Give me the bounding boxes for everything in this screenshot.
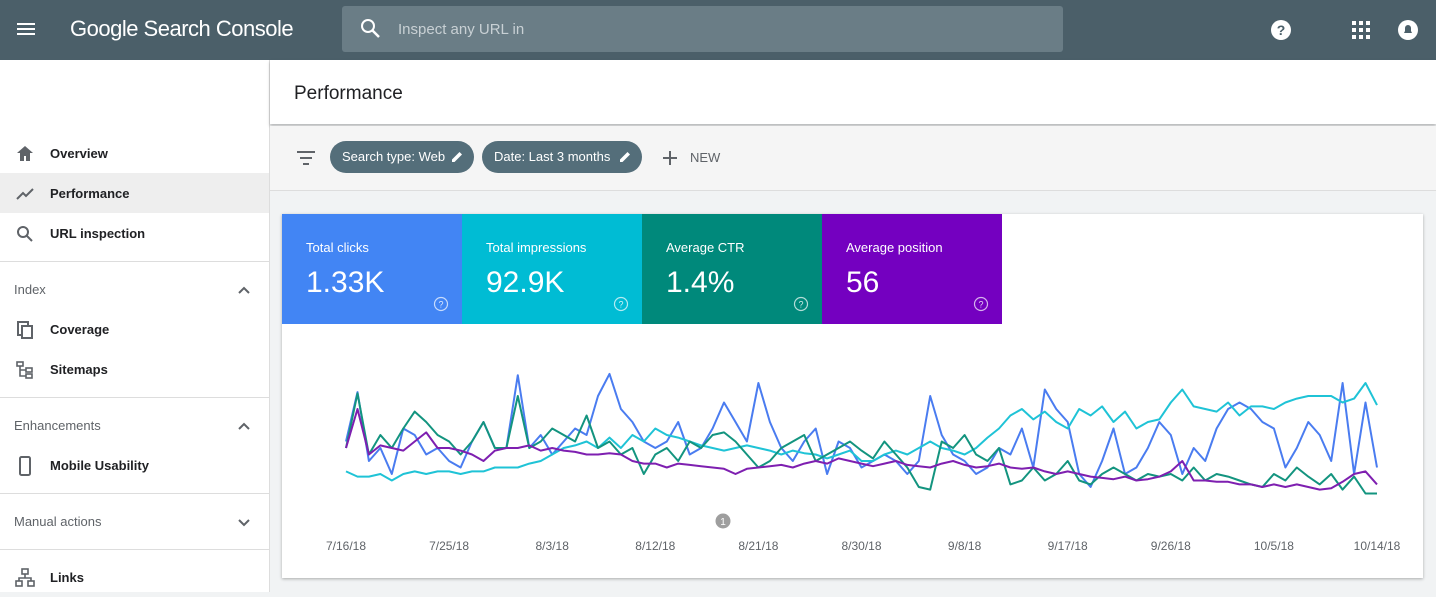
section-title[interactable]: Index	[14, 282, 46, 297]
search-placeholder: Inspect any URL in	[398, 21, 525, 38]
divider	[0, 493, 269, 494]
svg-text:?: ?	[978, 300, 983, 310]
nav-item[interactable]: Links	[0, 557, 269, 597]
nav-label: Performance	[50, 186, 130, 201]
filter-icon[interactable]	[296, 150, 318, 166]
divider	[0, 397, 269, 398]
metric-value: 92.9K	[486, 266, 565, 299]
section-title[interactable]: Manual actions	[14, 514, 102, 529]
divider	[0, 549, 269, 550]
metric-value: 1.33K	[306, 266, 385, 299]
chip-label: Date: Last 3 months	[494, 149, 611, 164]
help-icon[interactable]: ?	[793, 296, 809, 312]
svg-text:?: ?	[618, 300, 623, 310]
metric-label: Average CTR	[666, 240, 745, 255]
apps-icon[interactable]	[1351, 20, 1371, 40]
svg-text:?: ?	[438, 300, 443, 310]
nav-item[interactable]: Coverage	[0, 309, 269, 349]
svg-text:?: ?	[1277, 22, 1286, 38]
new-label: NEW	[690, 150, 721, 165]
nav-item[interactable]: Overview	[0, 133, 269, 173]
nav-label: Sitemaps	[50, 362, 108, 377]
nav-item[interactable]: Sitemaps	[0, 349, 269, 389]
help-icon[interactable]: ?	[613, 296, 629, 312]
menu-icon[interactable]	[15, 18, 39, 42]
page-header: Performance	[270, 60, 1436, 124]
metric-value: 1.4%	[666, 266, 735, 299]
svg-text:?: ?	[798, 300, 803, 310]
product-name[interactable]: Google Search Console	[70, 16, 294, 41]
nav-label: Overview	[50, 146, 108, 161]
sidebar: Overview Performance URL inspection Inde…	[0, 60, 270, 592]
new-filter-button[interactable]: NEW	[660, 142, 730, 174]
nav-label: Links	[50, 570, 84, 585]
filter-chip[interactable]: Search type: Web	[330, 141, 474, 173]
metric-label: Total clicks	[306, 240, 369, 255]
collapse-icon[interactable]	[237, 421, 251, 431]
help-icon[interactable]: ?	[433, 296, 449, 312]
page-title: Performance	[294, 83, 403, 104]
section-title[interactable]: Enhancements	[14, 418, 101, 433]
collapse-icon[interactable]	[237, 285, 251, 295]
nav-item[interactable]: URL inspection	[0, 213, 269, 253]
search-box[interactable]: Inspect any URL in	[342, 6, 1063, 52]
expand-icon[interactable]	[237, 517, 251, 527]
metric-tile[interactable]: Average CTR 1.4%?	[642, 214, 822, 324]
notifications-icon[interactable]	[1396, 18, 1420, 42]
chip-label: Search type: Web	[342, 149, 446, 164]
help-icon[interactable]: ?	[973, 296, 989, 312]
performance-card: Total clicks 1.33K? Total impressions 92.9K…	[282, 214, 1423, 578]
metric-value: 56	[846, 266, 880, 299]
filter-bar: Search type: Web Date: Last 3 months NEW	[270, 126, 1436, 191]
divider	[0, 261, 269, 262]
help-icon[interactable]: ?	[1269, 18, 1293, 42]
metric-tile[interactable]: Total clicks 1.33K?	[282, 214, 462, 324]
filter-chip[interactable]: Date: Last 3 months	[482, 141, 642, 173]
app-bar: Google Search Console Inspect any URL in…	[0, 0, 1436, 60]
nav-item[interactable]: Mobile Usability	[0, 445, 269, 485]
metric-tile[interactable]: Total impressions 92.9K?	[462, 214, 642, 324]
metric-label: Total impressions	[486, 240, 587, 255]
metric-tile[interactable]: Average position 56?	[822, 214, 1002, 324]
metric-label: Average position	[846, 240, 943, 255]
nav-label: Mobile Usability	[50, 458, 149, 473]
nav-item-selected[interactable]: Performance	[0, 173, 269, 213]
nav-label: URL inspection	[50, 226, 146, 241]
nav-label: Coverage	[50, 322, 110, 337]
